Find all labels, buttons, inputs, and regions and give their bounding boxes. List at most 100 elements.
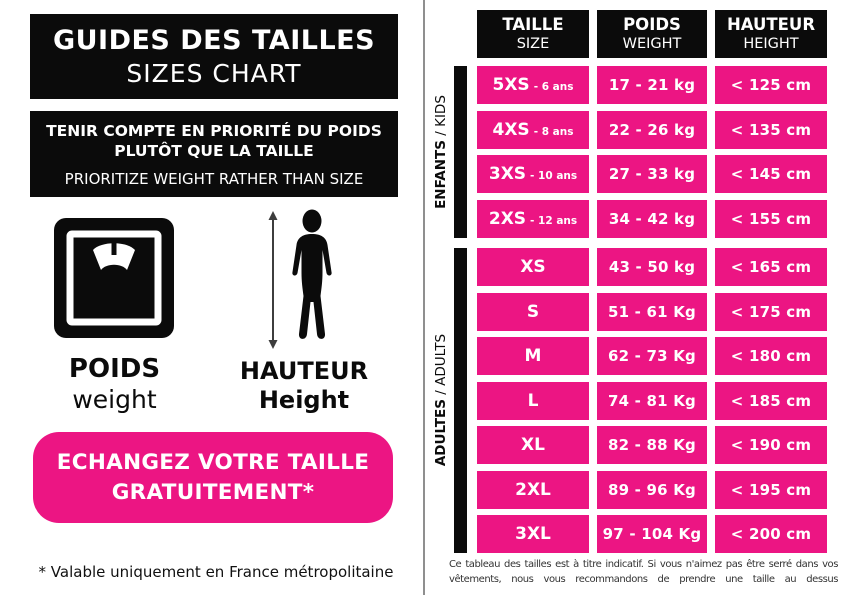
height-cell: < 190 cm [715,426,827,464]
age-value: - 6 ans [533,81,574,93]
table-row: XS 43 - 50 kg < 165 cm [477,248,827,286]
age-value: - 12 ans [530,214,578,227]
table-row: XL 82 - 88 Kg < 190 cm [477,426,827,464]
table-row: 3XS - 10 ans 27 - 33 kg < 145 cm [477,155,827,193]
weight-label-french: POIDS [68,354,161,384]
height-cell: < 200 cm [715,515,827,553]
size-cell: M [477,337,589,375]
weight-cell: 27 - 33 kg [597,155,707,193]
size-value: 4XS [492,119,530,140]
footnote: * Valable uniquement en France métropoli… [38,563,394,581]
weight-cell: 34 - 42 kg [597,199,707,238]
notice-french-line1: TENIR COMPTE EN PRIORITÉ DU POIDS [46,121,382,140]
free-size-exchange-button[interactable]: ECHANGEZ VOTRE TAILLE GRATUITEMENT* [33,432,393,523]
height-person-icon-svg [268,209,332,349]
size-cell: L [477,381,589,420]
height-label-french: HAUTEUR [239,357,369,385]
notice-french-line2: PLUTÔT QUE LA TAILLE [114,141,314,160]
age-value: - 10 ans [530,170,578,182]
size-cell: 2XS - 12 ans [477,199,589,238]
weight-cell: 82 - 88 Kg [597,426,707,464]
height-cell: < 185 cm [715,381,827,420]
priority-notice-box: TENIR COMPTE EN PRIORITÉ DU POIDS PLUTÔT… [30,111,398,197]
header-weight-fr: POIDS [623,15,681,34]
weight-scale-icon-svg [54,218,174,338]
table-header-row: TAILLE SIZE POIDS WEIGHT HAUTEUR HEIGHT [477,10,827,58]
size-value: XS [520,257,546,277]
header-size: TAILLE SIZE [477,10,589,58]
size-cell: 2XL [477,470,589,509]
kids-rows: 5XS - 6 ans 17 - 21 kg < 125 cm 4XS - 8 an… [477,66,827,238]
weight-cell: 51 - 61 Kg [597,292,707,331]
height-cell: < 155 cm [715,199,827,238]
size-cell: 3XS - 10 ans [477,155,589,193]
size-value: 2XL [515,479,551,500]
height-cell: < 165 cm [715,248,827,286]
size-cell: XL [477,426,589,464]
height-cell: < 125 cm [715,66,827,104]
size-cell: 5XS - 6 ans [477,66,589,104]
height-label: HAUTEUR Height [228,356,380,415]
table-row: 5XS - 6 ans 17 - 21 kg < 125 cm [477,66,827,104]
double-arrow-icon [268,211,278,349]
height-cell: < 180 cm [715,337,827,375]
weight-scale-icon [52,216,176,340]
table-row: 4XS - 8 ans 22 - 26 kg < 135 cm [477,110,827,149]
header-height-en: HEIGHT [743,36,799,52]
adults-label-fr: ADULTES [433,399,449,467]
size-value: S [526,301,540,322]
kids-label-fr: ENFANTS [433,140,449,209]
vertical-divider [423,0,425,595]
cta-line1: ECHANGEZ VOTRE TAILLE [56,449,370,475]
table-row: 2XS - 12 ans 34 - 42 kg < 155 cm [477,199,827,238]
height-person-icon [262,209,346,351]
title-box: GUIDES DES TAILLES SIZES CHART [30,14,398,99]
height-cell: < 145 cm [715,155,827,193]
size-value: 2XS [488,208,527,229]
weight-cell: 89 - 96 Kg [597,470,707,509]
age-value: - 8 ans [533,125,574,138]
weight-label: POIDS weight [32,354,197,415]
height-cell: < 135 cm [715,110,827,149]
header-height-fr: HAUTEUR [726,15,816,34]
table-row: M 62 - 73 Kg < 180 cm [477,337,827,375]
kids-group-label: ENFANTS / KIDS [433,95,449,209]
table-row: L 74 - 81 Kg < 185 cm [477,381,827,420]
table-disclaimer: Ce tableau des tailles est à titre indic… [449,559,838,585]
size-cell: 4XS - 8 ans [477,110,589,149]
height-cell: < 175 cm [715,292,827,331]
height-cell: < 195 cm [715,470,827,509]
size-value: 5XS [492,75,530,95]
weight-cell: 62 - 73 Kg [597,337,707,375]
size-value: XL [521,435,545,455]
table-row: S 51 - 61 Kg < 175 cm [477,292,827,331]
header-size-en: SIZE [516,36,550,52]
size-value: 3XS [488,164,527,184]
adults-group-bar [454,248,467,553]
kids-label-separator: / [433,126,449,141]
size-cell: 3XL [477,515,589,553]
person-silhouette [292,209,332,339]
size-value: M [524,346,542,366]
title-french: GUIDES DES TAILLES [52,25,376,56]
size-value: L [527,390,539,411]
notice-english: PRIORITIZE WEIGHT RATHER THAN SIZE [64,169,364,188]
adults-label-en: ADULTS [433,333,449,386]
size-cell: XS [477,248,589,286]
size-cell: S [477,292,589,331]
kids-label-en: KIDS [433,95,449,127]
header-weight: POIDS WEIGHT [597,10,707,58]
weight-cell: 22 - 26 kg [597,110,707,149]
weight-label-english: weight [72,385,157,414]
adults-label-separator: / [433,385,449,399]
table-row: 3XL 97 - 104 Kg < 200 cm [477,515,827,553]
adults-rows: XS 43 - 50 kg < 165 cm S 51 - 61 Kg < 17… [477,248,827,553]
height-label-english: Height [258,386,350,414]
header-height: HAUTEUR HEIGHT [715,10,827,58]
size-value: 3XL [515,524,551,544]
adults-group-label: ADULTES / ADULTS [433,334,449,466]
kids-group-bar [454,66,467,238]
cta-line2: GRATUITEMENT* [111,479,315,505]
title-english: SIZES CHART [126,59,302,88]
